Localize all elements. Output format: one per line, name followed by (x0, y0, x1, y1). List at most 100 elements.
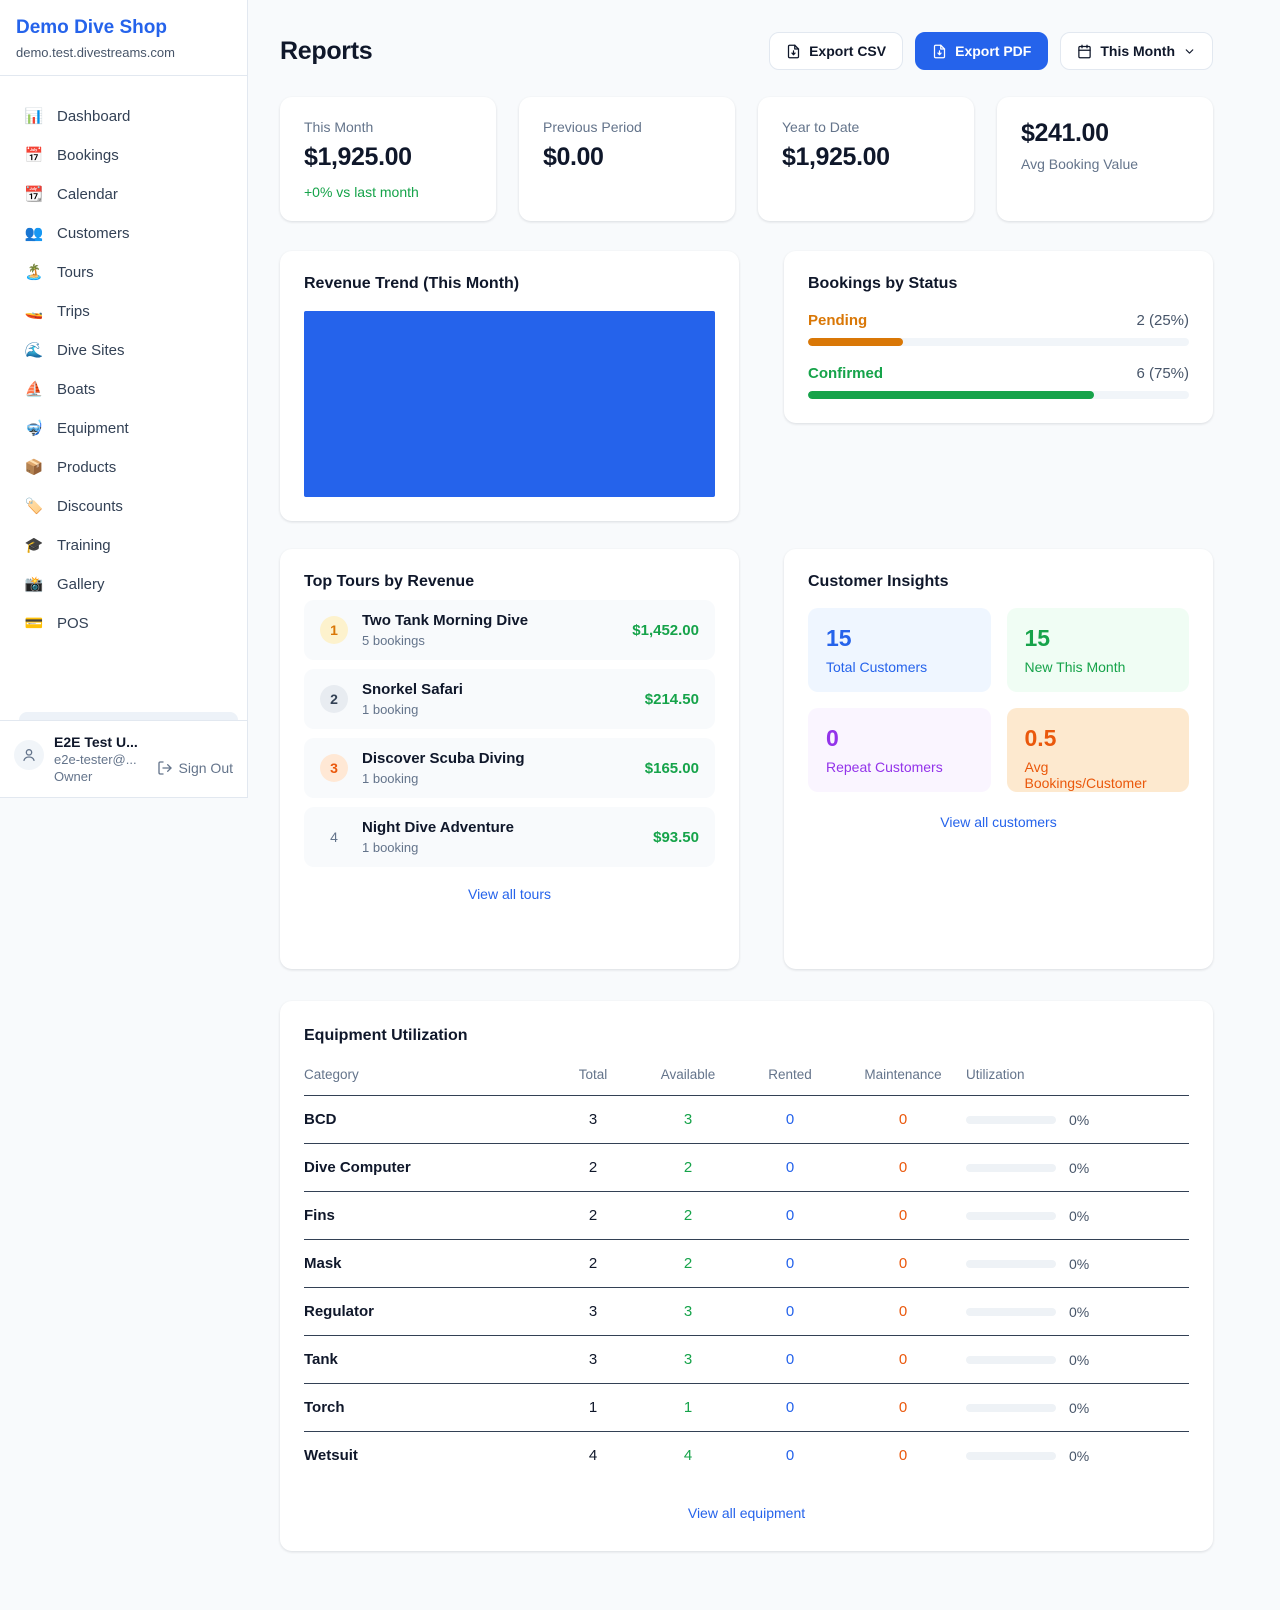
bookings-by-status-title: Bookings by Status (808, 275, 958, 292)
utilization-percent: 0% (1069, 1111, 1090, 1128)
table-row: Fins 2 2 0 0 0% (304, 1191, 1189, 1240)
cell-total: 4 (588, 1447, 598, 1464)
tour-name: Two Tank Morning Dive (362, 612, 529, 629)
table-row: BCD 3 3 0 0 0% (304, 1095, 1189, 1144)
tour-revenue: $165.00 (644, 759, 699, 777)
cell-category: Mask (304, 1239, 550, 1288)
revenue-trend-title: Revenue Trend (This Month) (304, 275, 520, 292)
view-all-tours-link[interactable]: View all tours (467, 886, 551, 902)
cell-rented: 0 (740, 1287, 840, 1336)
table-row: Tank 3 3 0 0 0% (304, 1335, 1189, 1384)
cell-utilization: 0% (966, 1287, 1189, 1336)
sidebar-item-dive-sites[interactable]: 🌊 Dive Sites (12, 331, 235, 369)
sign-out-button[interactable]: Sign Out (157, 752, 233, 784)
status-label: Pending (808, 312, 868, 329)
status-bar-fill (808, 338, 904, 346)
cell-maintenance: 0 (840, 1191, 966, 1240)
user-name: E2E Test U... (54, 734, 138, 750)
tour-name: Discover Scuba Diving (362, 750, 525, 767)
sidebar-item-products[interactable]: 📦 Products (12, 448, 235, 486)
cell-total: 2 (550, 1143, 636, 1192)
sidebar-header: Demo Dive Shop demo.test.divestreams.com (0, 0, 247, 76)
column-header-category: Category (304, 1059, 550, 1096)
view-all-equipment-link[interactable]: View all equipment (687, 1505, 806, 1521)
sidebar-item-boats[interactable]: ⛵ Boats (12, 370, 235, 408)
export-pdf-button[interactable]: Export PDF (915, 32, 1049, 70)
sidebar-item-discounts[interactable]: 🏷️ Discounts (12, 487, 235, 525)
column-header-total: Total (550, 1059, 636, 1096)
stat-label: This Month (304, 119, 374, 135)
stat-value: $0.00 (543, 143, 604, 171)
revenue-trend-card: Revenue Trend (This Month) (280, 251, 739, 521)
cell-available: 2 (636, 1143, 740, 1192)
sidebar-item-equipment[interactable]: 🤿 Equipment (12, 409, 235, 447)
stat-card-previous-period: Previous Period $0.00 (519, 97, 735, 221)
cell-total: 3 (550, 1335, 636, 1384)
stat-card-year-to-date: Year to Date $1,925.00 (758, 97, 974, 221)
cell-available: 3 (636, 1335, 740, 1384)
equipment-icon: 🤿 (24, 420, 44, 437)
discounts-icon: 🏷️ (24, 498, 44, 515)
rank-badge: 1 (320, 616, 348, 644)
sidebar-item-gallery[interactable]: 📸 Gallery (12, 565, 235, 603)
column-header-available: Available (636, 1059, 740, 1096)
tour-revenue: $93.50 (653, 828, 699, 846)
cell-total: 3 (550, 1287, 636, 1336)
stat-value: $1,925.00 (782, 143, 890, 171)
cell-rented: 0 (740, 1095, 840, 1144)
equipment-utilization-card: Equipment Utilization Category Total Ava… (280, 1001, 1213, 1551)
export-csv-button[interactable]: Export CSV (769, 32, 904, 70)
stat-delta: +0% vs last month (304, 184, 419, 200)
table-row: Torch 1 1 0 0 0% (304, 1383, 1189, 1432)
insight-value: 15 (1024, 625, 1051, 651)
period-dropdown[interactable]: This Month (1060, 32, 1213, 70)
sidebar-item-trips[interactable]: 🚤 Trips (12, 292, 235, 330)
stat-card-avg-booking-value: $241.00 Avg Booking Value (997, 97, 1213, 221)
sidebar-item-training[interactable]: 🎓 Training (12, 526, 235, 564)
sidebar-item-label: Dashboard (57, 107, 131, 125)
status-count: 2 (25%) (1136, 312, 1189, 329)
stat-card-this-month: This Month $1,925.00 +0% vs last month (280, 97, 496, 221)
sidebar-item-dashboard[interactable]: 📊 Dashboard (12, 97, 235, 135)
boats-icon: ⛵ (24, 381, 44, 398)
sidebar-item-calendar[interactable]: 📆 Calendar (12, 175, 235, 213)
status-label: Confirmed (808, 365, 883, 382)
table-header-row: Category Total Available Rented Maintena… (304, 1059, 1189, 1096)
shop-domain: demo.test.divestreams.com (16, 45, 175, 60)
cell-rented: 0 (740, 1143, 840, 1192)
utilization-bar-track (966, 1451, 1056, 1460)
insights-row: Top Tours by Revenue 1 Two Tank Morning … (280, 549, 1213, 969)
utilization-percent: 0% (1069, 1399, 1090, 1416)
status-bar-fill (808, 391, 1094, 399)
utilization-bar-track (966, 1259, 1056, 1268)
utilization-percent: 0% (1069, 1159, 1090, 1176)
sidebar-item-tours[interactable]: 🏝️ Tours (12, 253, 235, 291)
column-header-rented: Rented (740, 1059, 840, 1096)
bookings-icon: 📅 (24, 147, 44, 164)
gallery-icon: 📸 (24, 576, 44, 593)
customers-icon: 👥 (24, 225, 44, 242)
utilization-bar-track (966, 1307, 1056, 1316)
view-all-customers-link[interactable]: View all customers (940, 814, 1057, 830)
sidebar-item-pos[interactable]: 💳 POS (12, 604, 235, 642)
cell-total: 2 (550, 1239, 636, 1288)
cell-utilization: 0% (966, 1383, 1189, 1432)
status-bar-track (808, 338, 1189, 346)
cell-maintenance: 0 (840, 1335, 966, 1384)
cell-utilization: 0% (966, 1191, 1189, 1240)
sidebar-item-bookings[interactable]: 📅 Bookings (12, 136, 235, 174)
utilization-bar-track (966, 1115, 1056, 1124)
sidebar-item-label: Discounts (57, 497, 123, 515)
cell-rented: 0 (740, 1335, 840, 1384)
table-row: Mask 2 2 0 0 0% (304, 1239, 1189, 1288)
cell-utilization: 0% (966, 1239, 1189, 1288)
status-count: 6 (75%) (1136, 365, 1189, 382)
tour-bookings: 1 booking (362, 840, 419, 855)
insight-tile-avg-bookings: 0.5 Avg Bookings/Customer (1006, 708, 1189, 792)
page-title: Reports (280, 36, 373, 65)
dashboard-icon: 📊 (24, 108, 44, 125)
sidebar-item-customers[interactable]: 👥 Customers (12, 214, 235, 252)
sidebar-item-reports-partial[interactable] (19, 712, 238, 720)
sidebar-user-footer: E2E Test U... e2e-tester@... Owner Sign … (0, 720, 247, 797)
avatar (14, 740, 44, 770)
